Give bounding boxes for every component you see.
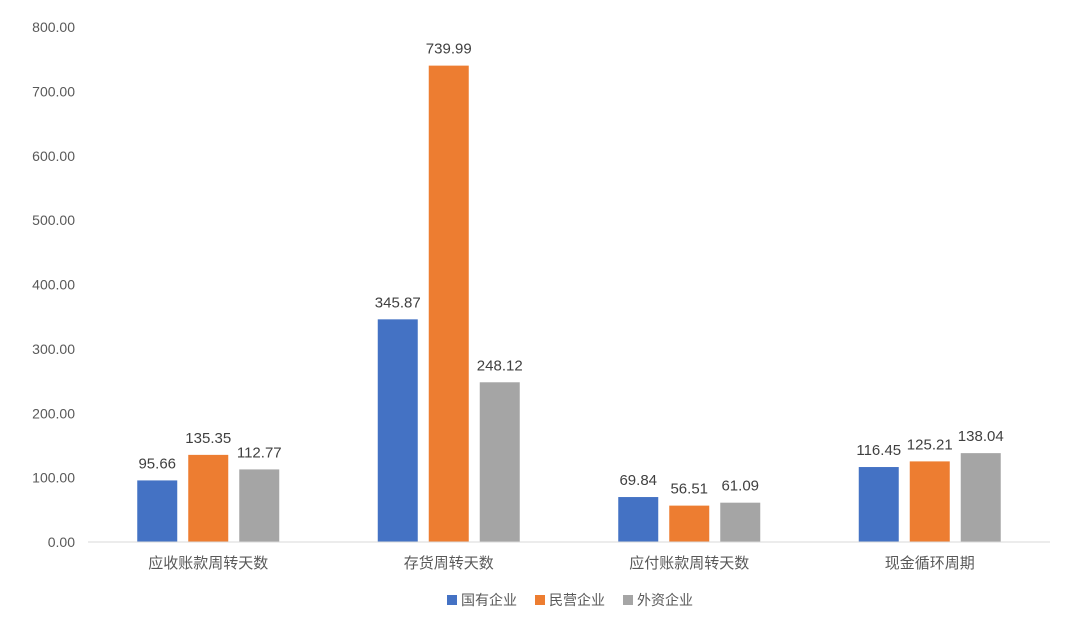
data-label: 345.87: [375, 294, 421, 311]
data-label: 56.51: [670, 481, 708, 498]
bar-4-1: [858, 467, 899, 542]
y-tick-label: 200.00: [32, 405, 75, 421]
data-label: 112.77: [237, 444, 282, 461]
bar-4-2: [909, 461, 950, 542]
data-label: 116.45: [856, 442, 901, 459]
legend-label: 民营企业: [549, 592, 605, 609]
bar-3-1: [618, 497, 659, 542]
bar-3-2: [669, 505, 710, 542]
legend-swatch-2: [535, 595, 545, 605]
x-axis: 应收账款周转天数 存货周转天数 应付账款周转天数 现金循环周期: [148, 554, 975, 572]
legend: 国有企业 民营企业 外资企业: [447, 592, 693, 609]
legend-swatch-3: [623, 595, 633, 605]
legend-swatch-1: [447, 595, 457, 605]
bar-2-3: [479, 382, 520, 542]
y-tick-label: 400.00: [32, 277, 75, 293]
data-label: 125.21: [907, 436, 953, 453]
bar-1-3: [239, 469, 280, 542]
y-tick-label: 0.00: [48, 534, 75, 550]
x-tick-label: 应付账款周转天数: [629, 554, 749, 572]
y-tick-label: 700.00: [32, 83, 75, 99]
data-label: 248.12: [477, 357, 523, 374]
data-label: 95.66: [138, 455, 176, 472]
bar-3-3: [720, 502, 761, 542]
legend-label: 国有企业: [461, 592, 517, 609]
y-tick-label: 100.00: [32, 470, 75, 486]
data-label: 69.84: [619, 472, 657, 489]
x-tick-label: 应收账款周转天数: [148, 554, 268, 572]
data-label: 138.04: [958, 428, 1004, 445]
data-labels: 95.66 135.35 112.77 345.87 739.99 248.12 69.84…: [138, 41, 1003, 498]
legend-label: 外资企业: [637, 592, 693, 609]
bar-4-3: [960, 453, 1001, 542]
y-tick-label: 500.00: [32, 212, 75, 228]
y-axis: 0.00 100.00 200.00 300.00 400.00 500.00 600.00…: [32, 19, 75, 550]
y-tick-label: 800.00: [32, 19, 75, 35]
bar-2-1: [377, 319, 418, 542]
data-label: 135.35: [185, 430, 231, 447]
bar-2-2: [428, 65, 469, 542]
y-tick-label: 300.00: [32, 341, 75, 357]
bar-1-2: [188, 454, 229, 542]
data-label: 739.99: [426, 41, 472, 58]
x-tick-label: 存货周转天数: [404, 554, 494, 572]
bars: [137, 65, 1001, 542]
data-label: 61.09: [721, 478, 759, 495]
x-tick-label: 现金循环周期: [885, 554, 975, 572]
bar-1-1: [137, 480, 178, 542]
y-tick-label: 600.00: [32, 148, 75, 164]
